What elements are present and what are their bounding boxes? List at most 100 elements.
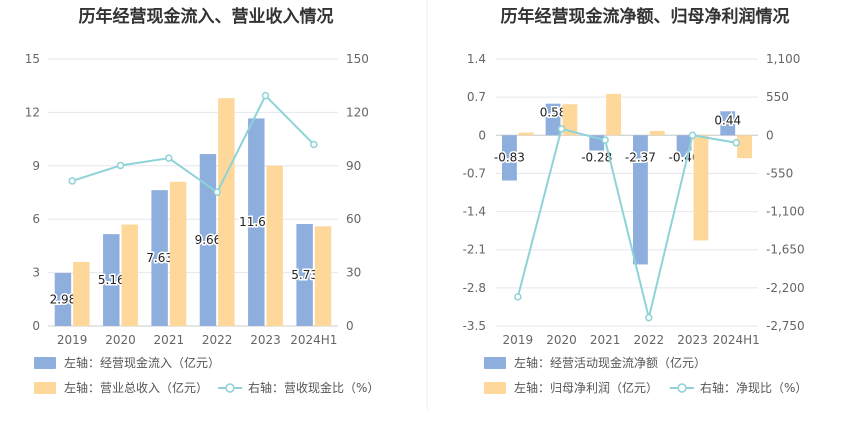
series-line-point xyxy=(310,140,318,149)
left-axis-tick-label: -2.1 xyxy=(463,243,486,257)
left-axis-tick-label: 0 xyxy=(478,128,486,142)
bar-primary xyxy=(54,272,72,326)
x-axis-tick-label: 2023 xyxy=(250,333,281,347)
legend-label: 右轴：营收现金比（%） xyxy=(248,380,379,395)
right-axis-tick-label: 0 xyxy=(766,128,774,142)
chart-net-cash-profit: 历年经营现金流净额、归母净利润情况 -3.5 -2,750 -2.8 -2,200 -2.… xyxy=(463,6,808,395)
legend-swatch-marker xyxy=(677,383,687,393)
right-axis-tick-label: -1,100 xyxy=(766,205,805,219)
x-axis-tick-label: 2023 xyxy=(677,333,708,347)
legend-swatch xyxy=(34,382,56,394)
chart-cash-inflow-revenue: 历年经营现金流入、营业收入情况 0 0 3 30 6 60 9 90 12 120 15 150 2019… xyxy=(25,6,380,395)
series-line-point xyxy=(557,125,566,133)
left-axis-tick-label: 3 xyxy=(32,266,40,280)
right-axis-tick-label: 60 xyxy=(346,212,361,226)
bar-primary xyxy=(199,154,217,326)
bar-data-label: 0.44 xyxy=(714,113,741,127)
bar-secondary xyxy=(121,224,138,326)
series-line-point xyxy=(261,91,270,100)
bar-secondary xyxy=(518,132,534,136)
bar-data-label: 9.66 xyxy=(195,233,222,247)
right-axis-tick-label: -1,650 xyxy=(766,243,805,257)
bar-secondary xyxy=(693,135,709,241)
right-axis-tick-label: -550 xyxy=(766,166,793,180)
bar-data-label: 5.73 xyxy=(291,268,318,282)
bar-primary xyxy=(720,111,736,136)
right-axis-tick-label: 0 xyxy=(346,319,354,333)
left-axis-tick-label: -2.8 xyxy=(463,281,486,295)
legend-swatch xyxy=(484,382,506,394)
bar-data-label: -0.28 xyxy=(581,150,612,164)
series-line-point xyxy=(688,131,697,140)
bar-data-label: 0.58 xyxy=(540,106,567,120)
bar-secondary xyxy=(649,130,665,136)
x-axis-tick-label: 2019 xyxy=(503,333,534,347)
series-line-point xyxy=(68,177,76,185)
chart-title: 历年经营现金流净额、归母净利润情况 xyxy=(501,6,790,27)
x-axis-tick-label: 2024H1 xyxy=(290,333,337,347)
series-line-point xyxy=(732,138,740,147)
right-axis-tick-label: -2,200 xyxy=(766,281,805,295)
series-line-point xyxy=(116,161,125,170)
right-axis-tick-label: 90 xyxy=(346,159,361,173)
bar-secondary xyxy=(606,93,622,136)
bar-secondary xyxy=(73,261,90,326)
bar-data-label: -0.40 xyxy=(669,150,700,164)
right-axis-tick-label: 1,100 xyxy=(766,52,800,66)
bar-secondary xyxy=(218,98,235,326)
legend-label: 左轴：营业总收入（亿元） xyxy=(64,380,208,395)
right-axis-tick-label: 120 xyxy=(346,105,369,119)
series-line xyxy=(71,93,315,194)
series-line xyxy=(516,127,737,318)
legend-label: 左轴：归母净利润（亿元） xyxy=(514,380,658,395)
bar-primary xyxy=(632,135,648,265)
bar-primary xyxy=(151,190,168,326)
legend-swatch xyxy=(34,357,56,369)
bar-secondary xyxy=(562,104,578,136)
right-axis-tick-label: -2,750 xyxy=(766,319,805,333)
legend-swatch-marker xyxy=(225,383,235,393)
bar-primary xyxy=(248,118,265,327)
series-line-point xyxy=(601,136,609,144)
left-axis-tick-label: 15 xyxy=(25,52,40,66)
x-axis-tick-label: 2020 xyxy=(105,333,136,347)
left-axis-tick-label: 6 xyxy=(32,212,40,226)
bar-data-label: 2.98 xyxy=(50,292,77,306)
right-axis-tick-label: 30 xyxy=(346,266,361,280)
legend-label: 左轴：经营现金流入（亿元） xyxy=(64,355,220,370)
bar-secondary xyxy=(314,226,332,326)
left-axis-tick-label: 1.4 xyxy=(467,52,486,66)
left-axis-tick-label: 0.7 xyxy=(467,90,486,104)
series-line-point xyxy=(213,188,221,196)
bar-data-label: -0.83 xyxy=(494,150,525,164)
series-line-point xyxy=(165,154,173,162)
x-axis-tick-label: 2019 xyxy=(57,333,88,347)
bar-secondary xyxy=(266,165,283,326)
bar-data-label: 11.66 xyxy=(239,215,273,229)
bar-data-label: -2.37 xyxy=(625,150,656,164)
x-axis-tick-label: 2021 xyxy=(154,333,185,347)
series-line-point xyxy=(514,293,522,301)
left-axis-tick-label: 9 xyxy=(32,159,40,173)
bar-primary xyxy=(296,224,313,326)
x-axis-tick-label: 2022 xyxy=(202,333,233,347)
bar-primary xyxy=(545,103,561,136)
bar-secondary xyxy=(737,135,753,159)
bar-primary xyxy=(103,234,120,326)
left-axis-tick-label: 12 xyxy=(25,105,40,119)
left-axis-tick-label: -1.4 xyxy=(463,205,486,219)
right-axis-tick-label: 150 xyxy=(346,52,369,66)
legend-swatch xyxy=(484,357,506,369)
x-axis-tick-label: 2021 xyxy=(590,333,621,347)
x-axis-tick-label: 2022 xyxy=(634,333,665,347)
x-axis-tick-label: 2020 xyxy=(546,333,577,347)
chart-title: 历年经营现金流入、营业收入情况 xyxy=(79,6,334,27)
left-axis-tick-label: -0.7 xyxy=(463,166,486,180)
bar-data-label: 7.63 xyxy=(146,251,173,265)
series-line-point xyxy=(645,313,653,322)
left-axis-tick-label: -3.5 xyxy=(463,319,486,333)
x-axis-tick-label: 2024H1 xyxy=(713,333,760,347)
legend-label: 左轴：经营活动现金流净额（亿元） xyxy=(514,355,706,370)
left-axis-tick-label: 0 xyxy=(32,319,40,333)
